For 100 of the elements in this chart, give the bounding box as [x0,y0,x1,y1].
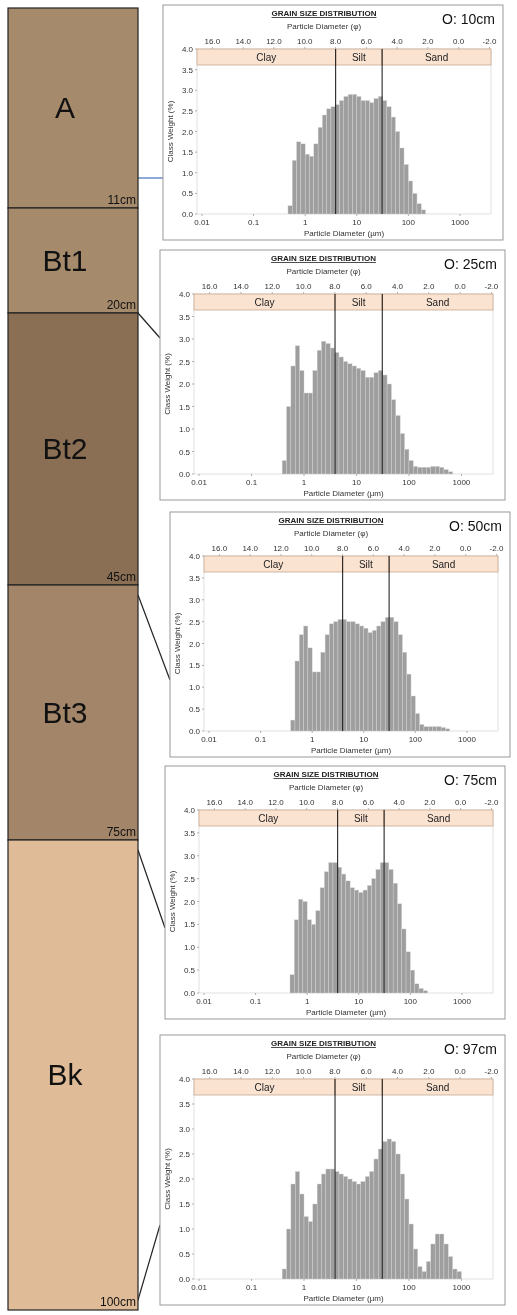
x2-axis-title: Particle Diameter (φ) [286,22,362,31]
x2-tick-label: 8.0 [331,798,344,807]
x2-tick-label: 4.0 [391,37,404,46]
y-tick-label: 2.5 [178,1150,191,1159]
y-tick-label: 3.0 [183,851,196,861]
band-label: Silt [351,296,366,308]
band-label: Sand [425,1081,450,1093]
x2-tick-label: 0.0 [460,544,472,553]
category-label: Bt2 [42,432,88,465]
text: O: 97cm [444,1041,497,1057]
band-label: Sand [424,51,449,63]
x-tick-label: 0.01 [196,997,213,1006]
x-tick-label: 0.01 [194,218,211,227]
x-axis-title: Particle Diameter (µm) [305,1008,387,1017]
x2-tick-label: 6.0 [360,1067,373,1076]
x-tick-label: 1000 [453,997,472,1006]
x2-tick-label: 14.0 [235,37,252,46]
y-tick-label: 0.5 [188,705,201,715]
x2-tick-label: 6.0 [362,798,375,807]
x2-tick-label: 12.0 [264,1067,281,1076]
y-tick-label: 0.5 [183,966,196,976]
text: 20cm [106,298,136,312]
y-tick-label: 3.5 [178,1100,191,1109]
y-tick-label: 1.0 [178,1225,191,1234]
x-tick-label: 10 [352,478,362,487]
x2-tick-label: 14.0 [233,1067,250,1076]
x2-tick-label: 14.0 [242,544,259,553]
band-label: Sand [426,812,451,824]
y-tick-label: 2.0 [183,897,196,907]
chart-title: GRAIN SIZE DISTRIBUTION [273,770,379,779]
x-tick-label: 0.01 [201,735,218,744]
band-label: Clay [254,296,275,308]
x2-tick-label: 2.0 [424,798,436,807]
x2-tick-label: 14.0 [233,282,250,291]
x-tick-label: 0.1 [255,735,267,744]
x2-tick-label: -2.0 [489,544,504,553]
y-tick-label: 0.5 [178,1250,191,1259]
category-label: Bt3 [42,695,88,729]
y-tick-label: 4.0 [178,290,191,299]
x-tick-label: 100 [401,218,416,227]
x2-tick-label: 10.0 [298,798,316,807]
y-tick-label: 4.0 [181,45,194,54]
x2-tick-label: 12.0 [268,798,285,807]
y-axis-title: Class Weight (%) [163,352,172,415]
x2-tick-label: 10.0 [303,544,321,553]
y-tick-label: 1.0 [178,425,191,434]
x-tick-label: 1000 [452,1283,471,1292]
y-tick-label: 0.0 [183,989,196,998]
y-tick-label: 1.5 [178,402,191,412]
x-tick-label: 0.1 [245,1283,258,1292]
y-tick-label: 2.5 [181,106,194,116]
y-tick-label: 3.5 [181,65,194,75]
x-tick-label: 1000 [451,218,470,227]
y-tick-label: 4.0 [183,806,196,815]
x2-tick-label: 4.0 [398,544,411,553]
band-label: Silt [353,812,369,824]
x2-tick-label: -2.0 [484,798,499,807]
x-tick-label: 100 [408,735,423,744]
y-tick-label: 1.0 [181,168,194,178]
y-axis-title: Class Weight (%) [166,100,175,163]
x-tick-label: 100 [402,1283,417,1292]
x-tick-label: 100 [403,997,418,1006]
y-tick-label: 0.0 [181,210,194,219]
y-tick-label: 1.5 [181,148,194,158]
band-label: Sand [431,558,456,570]
x2-tick-label: -2.0 [482,37,497,46]
x2-tick-label: 10.0 [295,1067,312,1076]
x-axis-title: Particle Diameter (µm) [303,1294,384,1303]
x2-tick-label: 4.0 [391,1067,404,1076]
x2-tick-label: 8.0 [329,282,341,291]
y-tick-label: 4.0 [178,1075,191,1084]
y-tick-label: 2.5 [188,617,201,627]
x2-tick-label: 16.0 [201,1067,218,1076]
x2-tick-label: -2.0 [484,1067,499,1076]
y-tick-label: 2.0 [178,380,191,389]
x-tick-label: 1 [301,478,307,487]
x-tick-label: 1 [302,218,308,227]
x2-tick-label: 0.0 [453,37,465,46]
x2-axis-title: Particle Diameter (φ) [286,267,361,276]
band-label: Clay [263,558,284,570]
x-tick-label: 10 [352,1283,362,1292]
x-tick-label: 1 [304,997,310,1006]
y-tick-label: 2.5 [178,357,191,367]
band-label: Silt [351,51,367,63]
x2-tick-label: 6.0 [360,37,373,46]
x2-tick-label: 4.0 [393,798,406,807]
x2-tick-label: 6.0 [367,544,380,553]
x2-tick-label: 12.0 [266,37,283,46]
chart-title: GRAIN SIZE DISTRIBUTION [271,254,377,263]
x2-tick-label: 6.0 [360,282,373,291]
y-tick-label: 2.0 [178,1175,191,1184]
category-label: A [54,91,76,124]
x2-tick-label: 16.0 [204,37,221,46]
y-tick-label: 2.0 [181,127,194,137]
x-tick-label: 10 [352,218,362,227]
category-label: Bk [47,1058,84,1091]
x-tick-label: 0.01 [191,1283,208,1292]
y-tick-label: 1.5 [178,1200,191,1209]
x2-tick-label: 10.0 [296,37,314,46]
x2-tick-label: 16.0 [201,282,218,291]
